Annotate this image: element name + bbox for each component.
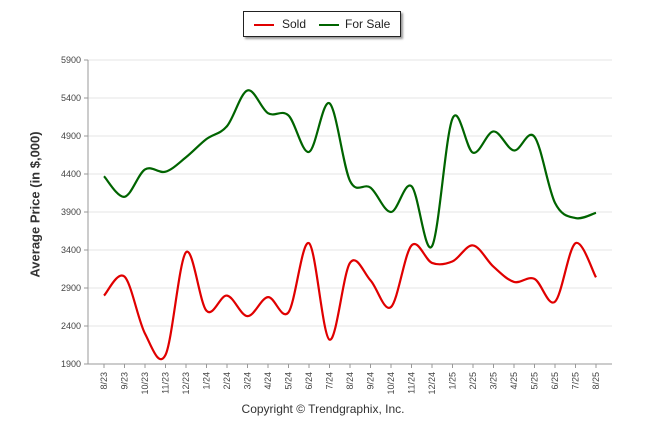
x-tick-label: 10/23 [140,372,150,395]
x-tick-label: 3/25 [489,372,499,390]
x-tick-label: 7/25 [571,372,581,390]
legend-swatch-for-sale [319,24,339,26]
x-tick-label: 12/24 [427,372,437,395]
grid-lines [88,59,612,365]
y-tick-label: 1900 [61,359,81,369]
axes [84,59,612,368]
x-tick-labels: 8/23 9/23 10/23 11/23 12/23 1/24 2/24 3/24 4/24 5… [99,372,601,395]
x-tick-label: 4/25 [509,372,519,390]
x-tick-label: 12/23 [181,372,191,395]
x-tick-label: 6/24 [304,372,314,390]
x-tick-label: 3/24 [243,372,253,390]
x-tick-label: 8/25 [591,372,601,390]
legend: Sold For Sale [243,11,401,37]
x-tick-label: 2/24 [222,372,232,390]
x-tick-label: 4/24 [263,372,273,390]
x-tick-label: 11/23 [161,372,171,394]
legend-label-for-sale: For Sale [345,17,391,31]
legend-label-sold: Sold [282,17,307,31]
y-tick-labels: 1900 2400 2900 3400 3900 4400 4900 5400 5900 [61,55,81,369]
y-tick-label: 2400 [61,321,81,331]
y-axis-label: Average Price (in $,000) [27,131,43,278]
y-tick-label: 5900 [61,55,81,65]
y-tick-label: 4900 [61,131,81,141]
x-tick-label: 9/23 [120,372,130,390]
x-tick-label: 10/24 [386,372,396,395]
copyright-text: Copyright © Trendgraphix, Inc. [241,402,405,416]
series-line-sold [103,242,597,361]
x-tick-label: 6/25 [550,372,560,390]
x-tick-label: 5/25 [530,372,540,390]
x-tick-label: 9/24 [366,372,376,390]
y-tick-label: 3400 [61,245,81,255]
x-tick-label: 8/23 [99,372,109,390]
y-tick-label: 5400 [61,93,81,103]
x-tick-label: 1/25 [448,372,458,390]
series-line-for-sale [103,89,597,249]
x-tick-label: 8/24 [345,372,355,390]
series-lines [103,89,597,361]
y-tick-label: 3900 [61,207,81,217]
x-tick-label: 2/25 [468,372,478,390]
legend-swatch-sold [254,24,274,26]
x-tick-label: 5/24 [284,372,294,390]
x-tick-label: 1/24 [202,372,212,390]
x-tick-label: 11/24 [407,372,417,394]
y-tick-label: 2900 [61,283,81,293]
x-tick-label: 7/24 [325,372,335,390]
y-tick-label: 4400 [61,169,81,179]
